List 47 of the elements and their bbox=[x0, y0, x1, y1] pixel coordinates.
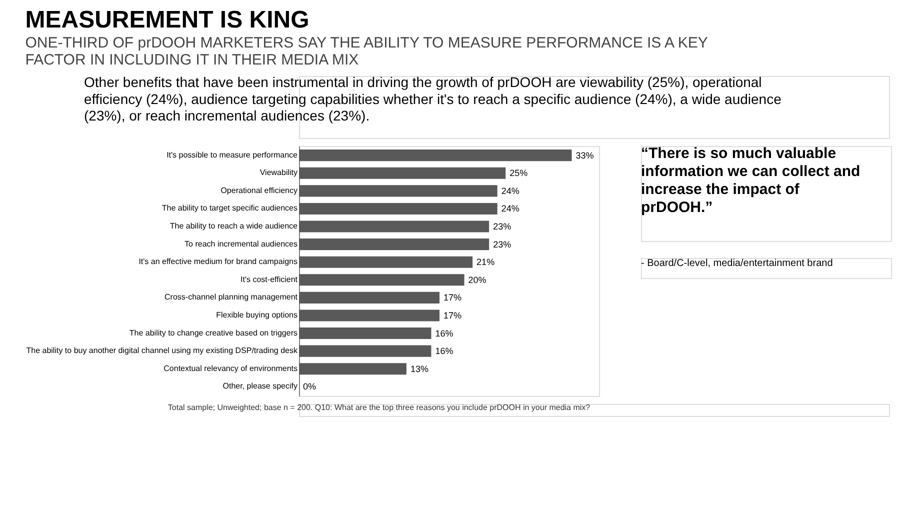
bar bbox=[299, 185, 498, 197]
bar bbox=[299, 220, 490, 232]
text: “There is so much valuable information we can collect and increase the impact of prDOOH.” bbox=[641, 145, 860, 216]
bar bbox=[299, 256, 473, 268]
bar bbox=[299, 310, 440, 322]
bar bbox=[299, 202, 498, 215]
y-tick-label: Operational efficiency bbox=[220, 186, 298, 195]
data-label: 24% bbox=[501, 186, 520, 196]
data-label: 17% bbox=[443, 292, 462, 303]
y-tick-label: The ability to target specific audiences bbox=[162, 204, 298, 213]
y-tick-label: Cross-channel planning management bbox=[164, 292, 298, 302]
chart-subtitle: ONE-THIRD OF prDOOH MARKETERS SAY THE ABILITY TO MEASURE PERFORMANCE IS A KEY FACTOR IN INCLUDING IT IN THEIR MEDIA MIX bbox=[25, 34, 708, 68]
chart-title: MEASUREMENT IS KING bbox=[25, 6, 310, 34]
data-label: 33% bbox=[576, 150, 594, 160]
y-tick-label: Other, please specify bbox=[222, 382, 298, 391]
bar bbox=[299, 327, 432, 340]
text: - Board/C-level, media/entertainment brand bbox=[641, 258, 833, 269]
y-tick-label: It's cost-efficient bbox=[240, 274, 298, 284]
data-label: 21% bbox=[476, 257, 495, 268]
data-label: 23% bbox=[493, 222, 512, 232]
y-tick-label: To reach incremental audiences bbox=[184, 239, 298, 248]
data-label: 24% bbox=[501, 204, 520, 214]
bar bbox=[299, 363, 406, 375]
y-tick-label: It's an effective medium for brand campaigns bbox=[138, 257, 298, 266]
data-label: 16% bbox=[435, 328, 454, 338]
text: Total sample; Unweighted; base n = 200. Q10: What are the top three reasons you include prDOOH in your media mix? bbox=[168, 403, 591, 412]
y-tick-label: Flexible buying options bbox=[216, 310, 298, 320]
data-label: 13% bbox=[410, 364, 428, 374]
y-tick-label: The ability to change creative based on triggers bbox=[129, 328, 298, 338]
bar bbox=[299, 150, 572, 162]
data-label: 23% bbox=[493, 239, 512, 250]
y-tick-label: The ability to buy another digital channel using my existing DSP/trading desk bbox=[26, 346, 298, 356]
y-tick-label: Contextual relevancy of environments bbox=[164, 364, 298, 373]
y-tick-label: The ability to reach a wide audience bbox=[170, 222, 298, 231]
data-label: 0% bbox=[303, 382, 316, 392]
data-label: 17% bbox=[443, 310, 462, 320]
bar bbox=[299, 345, 432, 357]
bar bbox=[299, 167, 506, 179]
data-label: 16% bbox=[435, 346, 454, 356]
bar bbox=[299, 274, 464, 286]
data-label: 25% bbox=[510, 168, 528, 178]
bar bbox=[299, 292, 440, 304]
text: Other benefits that have been instrumental in driving the growth of prDOOH are viewability (25%), operational efficiency (24%), audience targeting capabilities whether it's to reach a specific audience (24%), a wide audience (23%), or reach incremental audiences (23%). bbox=[84, 74, 782, 124]
bar bbox=[299, 238, 490, 250]
y-tick-label: It's possible to measure performance bbox=[166, 150, 298, 160]
y-tick-label: Viewability bbox=[260, 168, 298, 178]
data-label: 20% bbox=[468, 274, 486, 285]
